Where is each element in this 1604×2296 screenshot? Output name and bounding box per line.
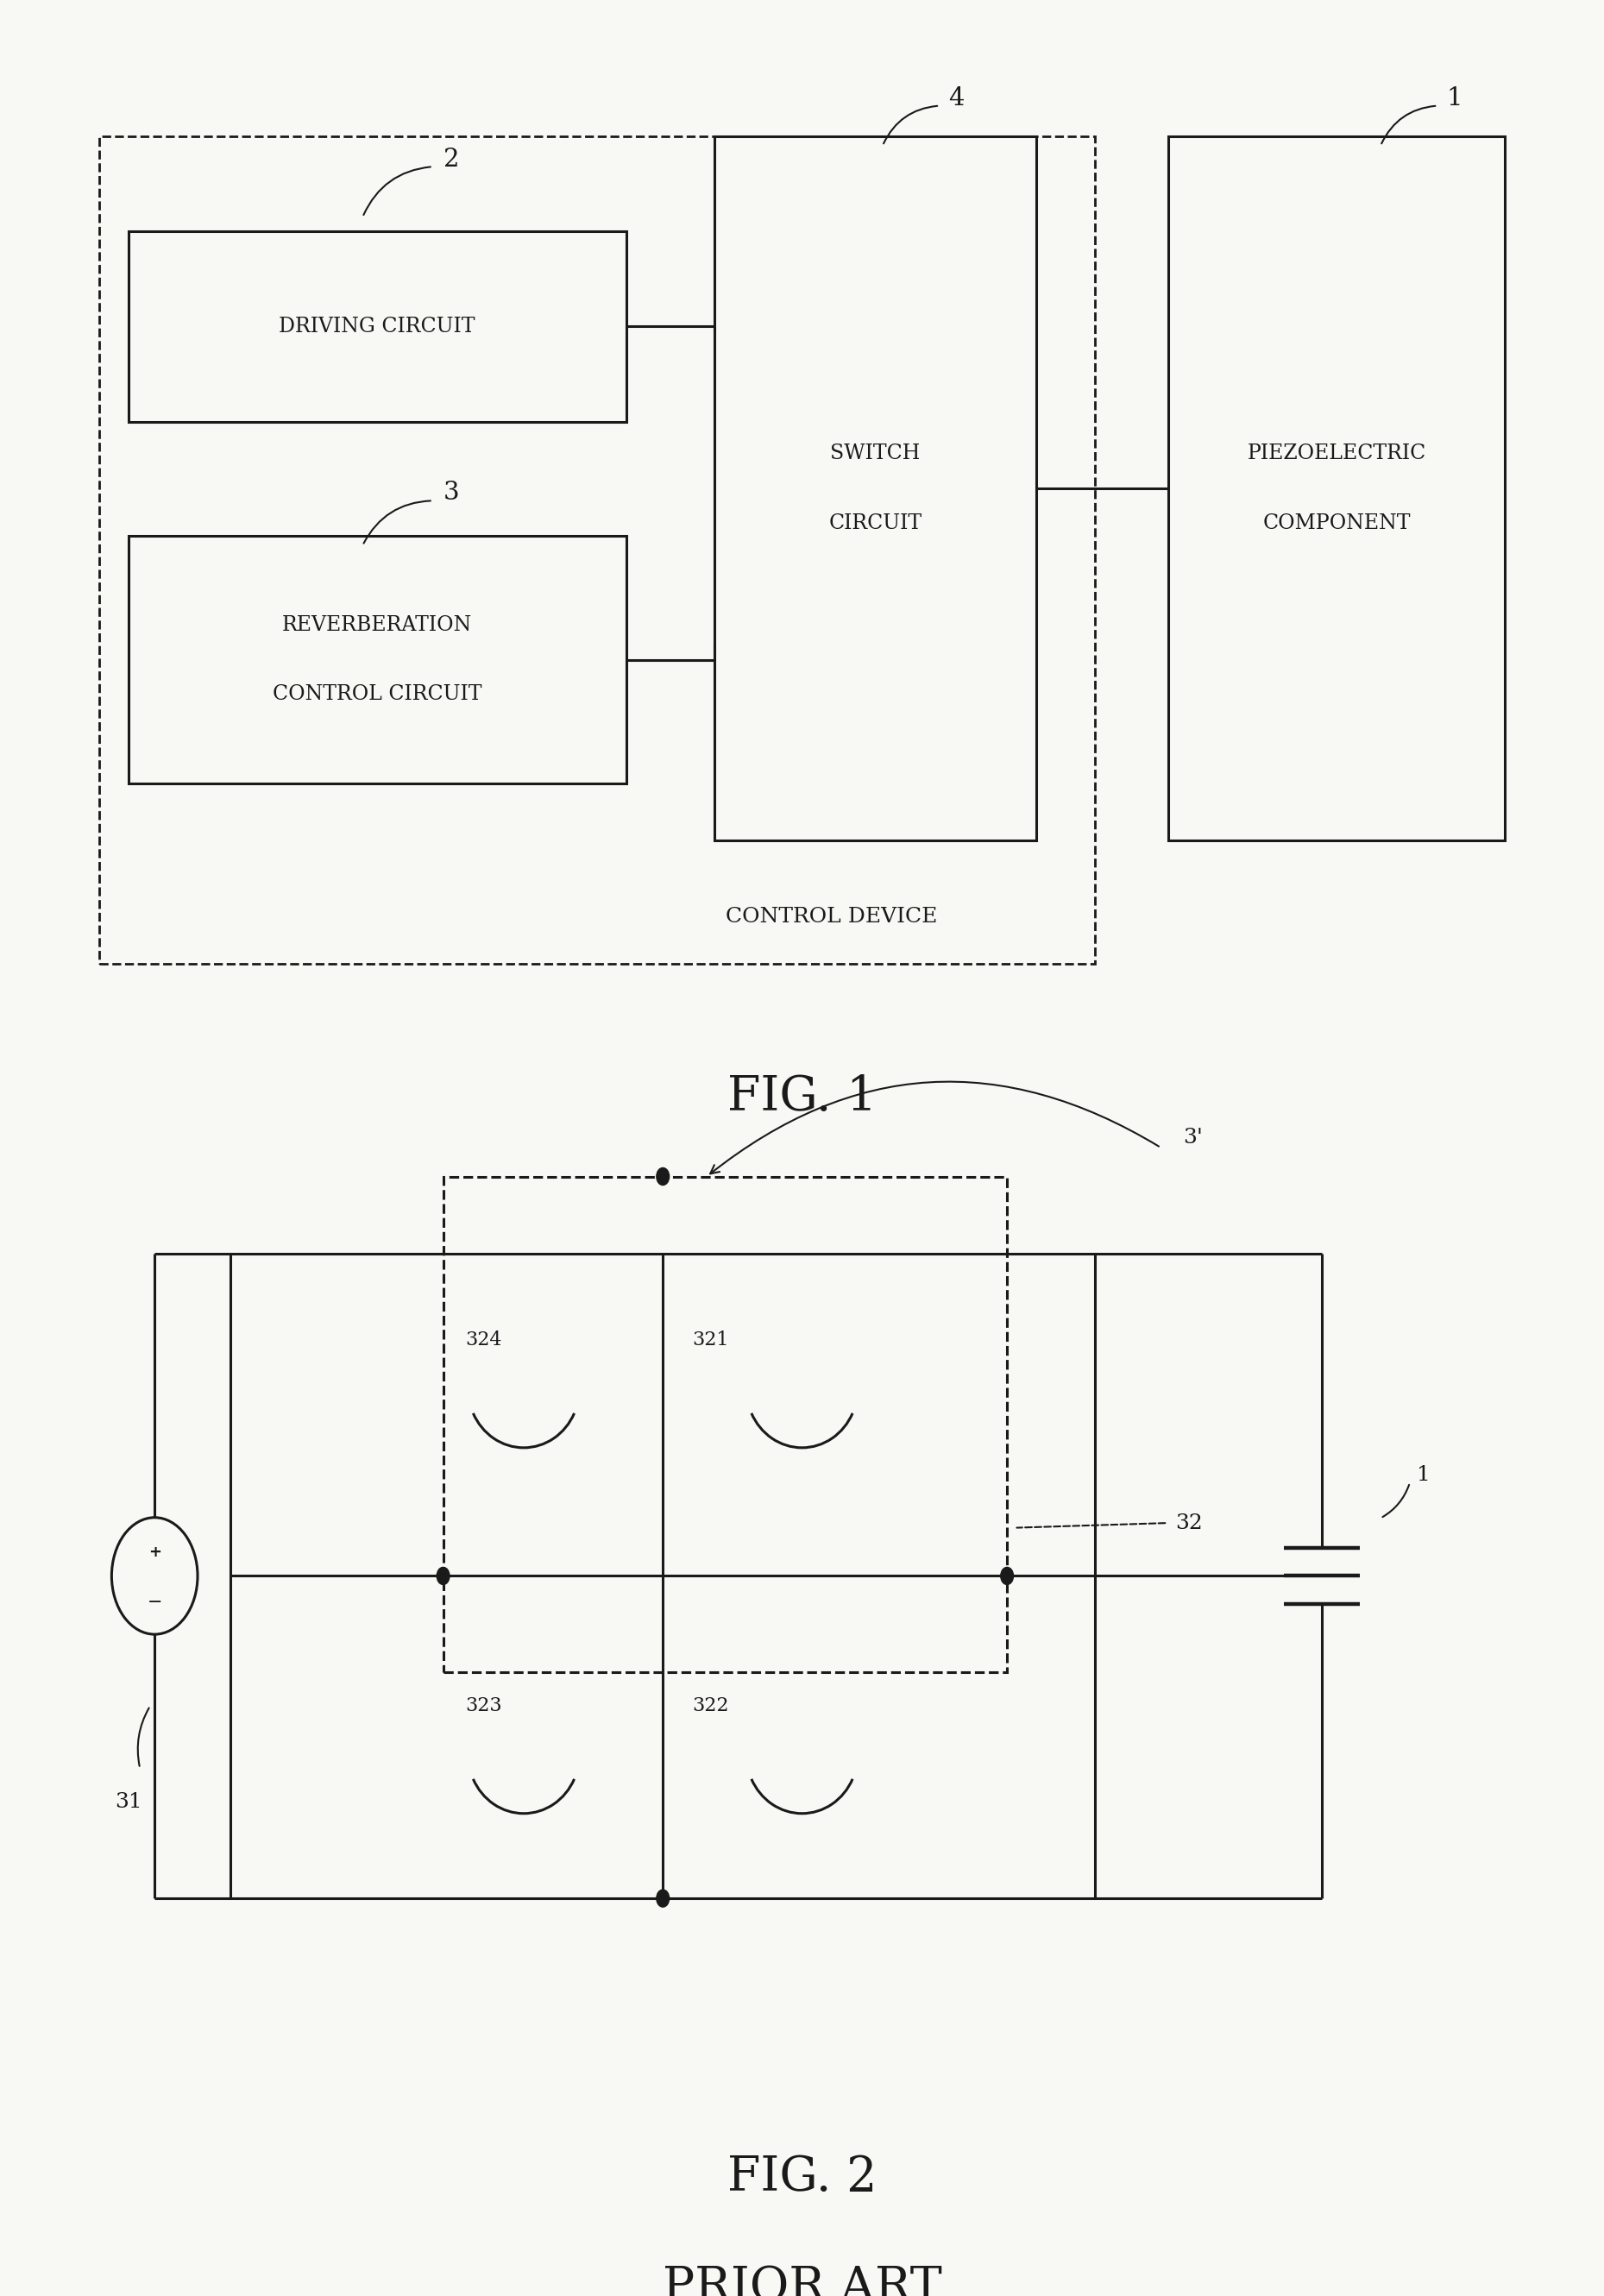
Text: CONTROL CIRCUIT: CONTROL CIRCUIT (273, 684, 481, 705)
Text: CONTROL DEVICE: CONTROL DEVICE (725, 907, 937, 928)
Text: −: − (148, 1593, 162, 1609)
Bar (128, 232, 626, 422)
Text: 2: 2 (443, 147, 459, 172)
Text: COMPONENT: COMPONENT (1262, 512, 1410, 533)
Bar (1168, 135, 1505, 840)
Text: 3': 3' (1182, 1127, 1203, 1148)
Bar (231, 1254, 1096, 1899)
Text: REVERBERATION: REVERBERATION (282, 615, 472, 636)
Text: FIG. 2: FIG. 2 (727, 2154, 877, 2202)
Text: 1: 1 (1418, 1465, 1431, 1486)
Bar (99, 135, 1096, 964)
Circle shape (656, 1890, 669, 1908)
Text: 1: 1 (1447, 85, 1463, 110)
Text: 31: 31 (114, 1793, 141, 1812)
Text: 322: 322 (693, 1697, 728, 1715)
Bar (443, 1176, 1007, 1671)
Circle shape (436, 1568, 449, 1584)
Text: SWITCH: SWITCH (831, 443, 921, 464)
Text: 3: 3 (443, 480, 459, 505)
Bar (128, 535, 626, 783)
Text: 321: 321 (693, 1332, 728, 1350)
Text: 32: 32 (1176, 1513, 1203, 1534)
Text: PIEZOELECTRIC: PIEZOELECTRIC (1248, 443, 1426, 464)
Text: 324: 324 (465, 1332, 502, 1350)
Text: +: + (148, 1545, 160, 1559)
Circle shape (1001, 1568, 1014, 1584)
Text: FIG. 1: FIG. 1 (727, 1075, 877, 1120)
Text: CIRCUIT: CIRCUIT (829, 512, 922, 533)
Text: 4: 4 (948, 85, 964, 110)
Text: 323: 323 (465, 1697, 502, 1715)
Text: PRIOR ART: PRIOR ART (662, 2264, 942, 2296)
Bar (714, 135, 1036, 840)
Text: DRIVING CIRCUIT: DRIVING CIRCUIT (279, 317, 475, 338)
Circle shape (656, 1169, 669, 1185)
